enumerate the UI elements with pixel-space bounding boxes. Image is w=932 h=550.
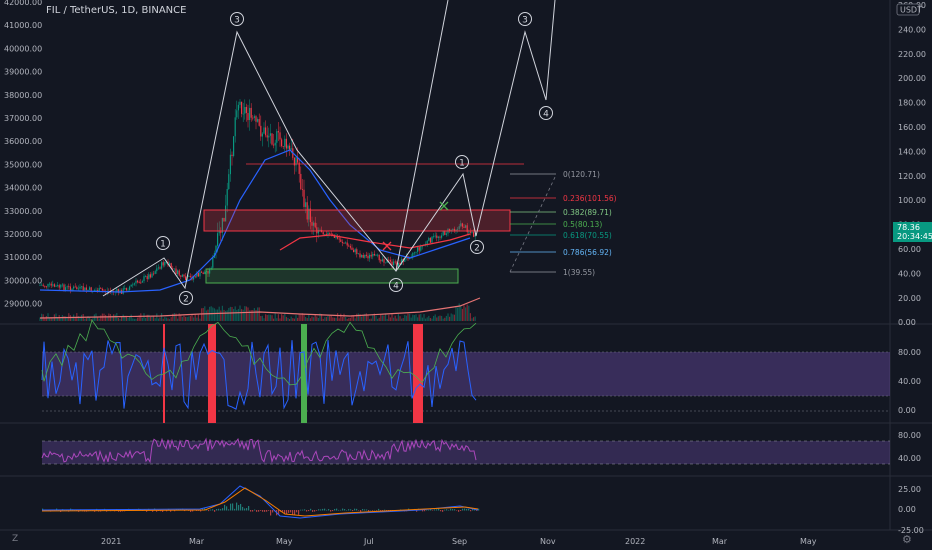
indicator-axis-label: 0.00 xyxy=(898,406,916,415)
left-axis-label: 34000.00 xyxy=(4,184,42,193)
macd-line xyxy=(41,485,479,519)
wave-label: 2 xyxy=(183,295,189,305)
right-axis-label: 20.00 xyxy=(898,294,921,303)
wave-label: 4 xyxy=(543,110,549,120)
indicator-axis-label: -25.00 xyxy=(898,526,924,535)
wave-label: 2 xyxy=(474,244,480,254)
left-axis-label: 41000.00 xyxy=(4,21,42,30)
right-axis-label: 120.00 xyxy=(898,172,926,181)
time-axis-label: May xyxy=(800,537,817,546)
indicator-axis-label: 40.00 xyxy=(898,454,921,463)
time-axis-label: 2021 xyxy=(101,537,121,546)
elliott-wave-projection xyxy=(395,0,449,272)
timezone-button[interactable]: Z xyxy=(12,534,19,544)
fib-trend-line xyxy=(509,174,557,273)
left-axis-label: 37000.00 xyxy=(4,114,42,123)
wave-label-circle xyxy=(470,240,484,254)
time-axis-label: Nov xyxy=(540,537,556,546)
indicator-axis-label: 80.00 xyxy=(898,348,921,357)
left-axis-label: 39000.00 xyxy=(4,68,42,77)
fib-level-label: 0.618(70.55) xyxy=(563,231,612,240)
ma-blue-line xyxy=(39,149,471,293)
time-axis-label: Sep xyxy=(452,537,467,546)
currency-label: USDT xyxy=(900,6,922,15)
right-axis-label: 60.00 xyxy=(898,245,921,254)
wave-label-circle xyxy=(539,106,553,120)
wave-labels: 1 2 3 4 1 2 3 4 xyxy=(156,12,553,305)
stoch-k-line xyxy=(41,340,477,410)
fib-level-label: 0.382(89.71) xyxy=(563,208,612,217)
wave-label-circle xyxy=(179,291,193,305)
left-axis-label: 31000.00 xyxy=(4,253,42,262)
macd-signal-line xyxy=(41,487,479,517)
symbol-title[interactable]: FIL / TetherUS, 1D, BINANCE xyxy=(46,5,187,16)
right-axis-label: 200.00 xyxy=(898,74,926,83)
left-axis-label: 38000.00 xyxy=(4,91,42,100)
time-axis-label: Mar xyxy=(189,537,205,546)
right-axis-label: 0.00 xyxy=(898,318,916,327)
gear-icon[interactable]: ⚙ xyxy=(902,533,912,546)
wave-label-circle xyxy=(156,236,170,250)
left-axis-label: 40000.00 xyxy=(4,44,42,53)
left-axis-label: 33000.00 xyxy=(4,207,42,216)
right-axis-label: 180.00 xyxy=(898,99,926,108)
fib-level-label: 0.786(56.92) xyxy=(563,248,612,257)
fib-level-label: 1(39.55) xyxy=(563,268,595,277)
price-tag xyxy=(893,222,932,242)
right-price-axis[interactable]: 260.00USDT240.00220.00200.00180.00160.00… xyxy=(893,1,932,535)
rsi-line xyxy=(41,437,477,464)
right-axis-label: 140.00 xyxy=(898,147,926,156)
time-axis-label: May xyxy=(276,537,293,546)
elliott-wave-path[interactable] xyxy=(102,0,556,297)
right-axis-label: 40.00 xyxy=(898,269,921,278)
right-axis-label: 160.00 xyxy=(898,123,926,132)
ma-red-line xyxy=(279,233,471,251)
resistance-zone[interactable] xyxy=(203,209,511,232)
time-axis-label: Jul xyxy=(363,537,374,546)
panel-separators xyxy=(0,0,932,531)
left-axis-label: 35000.00 xyxy=(4,160,42,169)
right-axis-label: 220.00 xyxy=(898,50,926,59)
wave-label: 3 xyxy=(234,16,240,26)
fib-retracement[interactable]: 0(120.71) 0.236(101.56) 0.382(89.71) 0.5(80… xyxy=(510,170,617,277)
time-axis-label: Mar xyxy=(712,537,728,546)
stoch-d-line xyxy=(41,319,477,386)
cross-markers xyxy=(382,201,449,251)
left-price-axis[interactable]: 42000.00 41000.00 40000.00 39000.00 38000.00… xyxy=(4,0,42,309)
time-axis[interactable]: 2021 Mar May Jul Sep Nov 2022 Mar May xyxy=(101,537,817,546)
macd-histogram xyxy=(42,502,480,516)
fib-level-label: 0(120.71) xyxy=(563,170,600,179)
left-axis-label: 42000.00 xyxy=(4,0,42,7)
indicator-axis-label: 80.00 xyxy=(898,431,921,440)
indicator-axis-label: 25.00 xyxy=(898,485,921,494)
wave-label: 1 xyxy=(160,240,166,250)
right-axis-label: 240.00 xyxy=(898,25,926,34)
price-tag-countdown: 20:34:45 xyxy=(897,232,932,241)
left-axis-label: 36000.00 xyxy=(4,137,42,146)
indicator-axis-label: 0.00 xyxy=(898,505,916,514)
wave-label-circle xyxy=(389,278,403,292)
left-axis-label: 29000.00 xyxy=(4,300,42,309)
right-axis-label: 100.00 xyxy=(898,196,926,205)
wave-label: 4 xyxy=(393,282,399,292)
currency-box[interactable] xyxy=(896,3,920,16)
wave-label: 3 xyxy=(522,16,528,26)
wave-label-circle xyxy=(518,12,532,26)
left-axis-label: 32000.00 xyxy=(4,230,42,239)
fib-level-label: 0.5(80.13) xyxy=(563,220,602,229)
indicator-axis-label: 40.00 xyxy=(898,377,921,386)
ma-volume-line xyxy=(39,297,481,319)
left-axis-label: 30000.00 xyxy=(4,276,42,285)
price-tag-value: 78.36 xyxy=(897,223,920,232)
support-zone[interactable] xyxy=(205,268,459,284)
wave-label-circle xyxy=(455,155,469,169)
wave-label-circle xyxy=(230,12,244,26)
time-axis-label: 2022 xyxy=(625,537,645,546)
wave-label: 1 xyxy=(459,159,465,169)
fib-level-label: 0.236(101.56) xyxy=(563,194,617,203)
